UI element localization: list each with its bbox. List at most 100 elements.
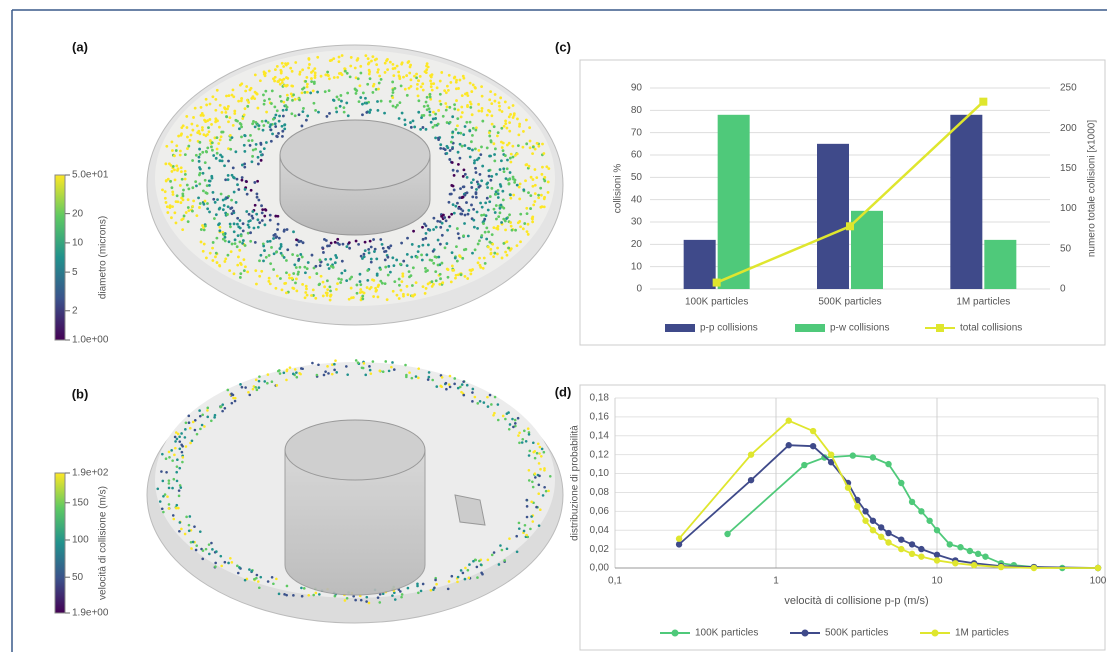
particle	[274, 122, 277, 125]
particle	[433, 587, 436, 590]
particle	[486, 186, 489, 189]
particle	[470, 204, 473, 207]
particle	[430, 589, 433, 592]
particle	[185, 422, 188, 425]
particle	[262, 129, 265, 132]
particle	[331, 373, 334, 376]
particle	[516, 550, 519, 553]
particle	[364, 249, 367, 252]
particle	[457, 576, 460, 579]
particle	[252, 388, 255, 391]
particle	[339, 94, 342, 97]
particle	[358, 84, 361, 87]
particle	[437, 137, 440, 140]
particle	[285, 259, 288, 262]
colorbar	[55, 473, 65, 613]
particle	[506, 167, 509, 170]
particle	[481, 95, 484, 98]
x-tick-label: 100K particles	[685, 297, 748, 308]
y-tick-label: 0,00	[590, 563, 610, 574]
particle	[281, 62, 284, 65]
particle	[237, 256, 240, 259]
particle	[534, 457, 537, 460]
particle	[420, 590, 423, 593]
particle	[439, 147, 442, 150]
particle	[448, 383, 451, 386]
particle	[326, 294, 329, 297]
particle	[460, 106, 463, 109]
particle	[489, 252, 492, 255]
particle	[504, 120, 507, 123]
particle	[259, 79, 262, 82]
particle	[166, 205, 169, 208]
particle	[488, 98, 491, 101]
particle	[214, 109, 217, 112]
particle	[451, 265, 454, 268]
marker	[724, 531, 730, 537]
particle	[406, 94, 409, 97]
marker	[885, 530, 891, 536]
marker	[845, 485, 851, 491]
particle	[432, 250, 435, 253]
particle	[286, 585, 289, 588]
particle	[514, 229, 517, 232]
particle	[285, 271, 288, 274]
particle	[272, 234, 275, 237]
particle	[445, 219, 448, 222]
particle	[355, 359, 358, 362]
particle	[229, 557, 232, 560]
particle	[374, 287, 377, 290]
particle	[226, 196, 229, 199]
particle	[412, 266, 415, 269]
particle	[397, 71, 400, 74]
particle	[178, 467, 181, 470]
particle	[419, 75, 422, 78]
particle	[421, 82, 424, 85]
particle	[357, 243, 360, 246]
particle	[274, 125, 277, 128]
particle	[418, 245, 421, 248]
particle	[455, 274, 458, 277]
particle	[440, 71, 443, 74]
particle	[265, 141, 268, 144]
particle	[326, 365, 329, 368]
particle	[270, 102, 273, 105]
particle	[334, 261, 337, 264]
particle	[187, 198, 190, 201]
particle	[539, 508, 542, 511]
particle	[524, 524, 527, 527]
particle	[517, 133, 520, 136]
particle	[231, 174, 234, 177]
particle	[339, 281, 342, 284]
particle	[473, 159, 476, 162]
particle	[481, 573, 484, 576]
particle	[159, 500, 162, 503]
particle	[442, 115, 445, 118]
particle	[443, 216, 446, 219]
particle	[399, 263, 402, 266]
particle	[422, 238, 425, 241]
particle	[244, 579, 247, 582]
particle	[230, 199, 233, 202]
particle	[179, 486, 182, 489]
particle	[400, 280, 403, 283]
particle	[476, 211, 479, 214]
particle	[215, 157, 218, 160]
particle	[195, 544, 198, 547]
particle	[300, 587, 303, 590]
particle	[205, 191, 208, 194]
particle	[542, 494, 545, 497]
particle	[260, 154, 263, 157]
particle	[198, 409, 201, 412]
particle	[234, 400, 237, 403]
particle	[474, 87, 477, 90]
particle	[466, 191, 469, 194]
particle	[199, 172, 202, 175]
particle	[400, 84, 403, 87]
particle	[522, 227, 525, 230]
particle	[464, 173, 467, 176]
particle	[168, 482, 171, 485]
particle	[206, 207, 209, 210]
particle	[179, 154, 182, 157]
particle	[425, 232, 428, 235]
